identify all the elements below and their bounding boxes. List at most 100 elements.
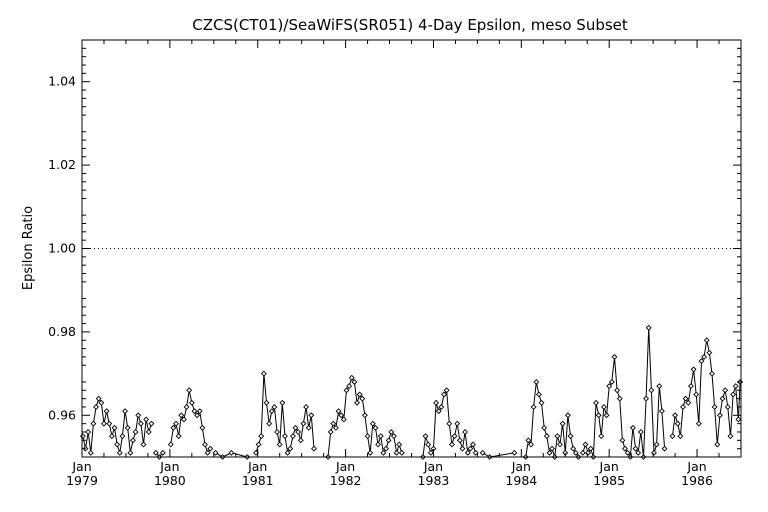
data-point	[570, 445, 577, 452]
data-point	[343, 387, 350, 394]
data-point	[85, 429, 92, 435]
data-point	[284, 449, 291, 456]
data-point	[653, 441, 660, 448]
data-point	[127, 449, 134, 456]
data-point	[351, 379, 358, 385]
data-point	[263, 399, 270, 406]
data-point	[559, 420, 566, 427]
x-tick-year-label: 1982	[330, 473, 362, 488]
data-point	[587, 445, 594, 452]
data-point	[549, 445, 556, 452]
series-line-2	[170, 390, 211, 454]
data-point	[695, 420, 702, 427]
data-point	[194, 412, 201, 419]
data-point	[451, 433, 458, 440]
data-point	[124, 424, 131, 431]
data-point	[98, 399, 105, 406]
data-point	[148, 420, 155, 427]
data-point	[554, 433, 561, 440]
x-tick-year-label: 1986	[681, 473, 713, 488]
data-point	[579, 449, 586, 456]
data-point	[186, 387, 193, 394]
data-point	[606, 383, 613, 390]
data-point	[188, 399, 195, 406]
x-tick-month-label: Jan	[335, 459, 355, 474]
data-point	[511, 449, 518, 456]
data-point	[698, 358, 705, 365]
y-axis-label: Epsilon Ratio	[21, 206, 36, 290]
series-line-8	[525, 381, 579, 458]
data-point	[716, 412, 723, 419]
data-point	[199, 424, 206, 431]
data-point	[530, 404, 537, 410]
y-tick-label: 0.98	[48, 324, 76, 339]
data-point	[178, 412, 185, 419]
data-point	[441, 391, 447, 398]
data-point	[276, 441, 283, 448]
data-point	[454, 420, 461, 427]
x-tick-month-label: Jan	[686, 459, 706, 474]
data-point	[538, 399, 545, 406]
data-point	[658, 408, 665, 415]
data-point	[106, 420, 113, 427]
data-point	[459, 445, 466, 452]
data-point	[632, 445, 639, 452]
data-point	[212, 449, 219, 456]
data-point	[585, 449, 592, 456]
data-point	[137, 420, 144, 427]
data-point	[87, 449, 94, 456]
data-point	[390, 433, 397, 440]
data-point	[722, 387, 729, 394]
data-point	[624, 449, 631, 456]
data-point	[132, 429, 139, 435]
x-tick-month-label: Jan	[159, 459, 179, 474]
data-point	[600, 404, 607, 410]
data-point	[152, 449, 159, 456]
data-point	[446, 420, 453, 427]
x-tick-month-label: Jan	[599, 459, 619, 474]
data-point	[135, 412, 142, 419]
data-point	[340, 416, 347, 423]
data-point	[467, 445, 474, 452]
x-tick-month-label: Jan	[511, 459, 531, 474]
data-point	[300, 420, 307, 427]
data-point	[622, 445, 628, 452]
x-tick-month-label: Jan	[423, 459, 443, 474]
data-point	[709, 370, 715, 377]
x-tick-year-label: 1984	[505, 473, 537, 488]
data-point	[159, 449, 166, 456]
series-line-3	[215, 452, 248, 458]
axis-layer: 0.960.981.001.021.04Jan1979Jan1980Jan198…	[48, 40, 742, 488]
data-point	[377, 433, 384, 440]
x-tick-year-label: 1981	[242, 473, 274, 488]
data-point	[361, 412, 368, 419]
data-point	[101, 420, 107, 427]
data-point	[541, 424, 548, 431]
data-point	[711, 404, 718, 410]
data-point	[348, 374, 355, 381]
x-tick-year-label: 1979	[66, 473, 98, 488]
data-point	[372, 424, 379, 431]
data-layer	[79, 324, 744, 460]
data-point	[258, 433, 265, 440]
data-point	[93, 404, 99, 410]
data-point	[727, 433, 734, 440]
data-point	[572, 449, 579, 456]
y-tick-label: 1.02	[48, 157, 76, 172]
y-tick-label: 1.00	[48, 241, 76, 256]
data-point	[629, 424, 636, 431]
data-point	[207, 445, 214, 452]
data-point	[435, 408, 442, 415]
data-point	[735, 416, 742, 423]
data-point	[608, 379, 615, 385]
data-point	[564, 412, 571, 419]
data-point	[287, 445, 294, 452]
data-point	[330, 420, 337, 427]
data-point	[274, 429, 281, 435]
data-point	[472, 449, 479, 456]
data-point	[543, 433, 550, 440]
data-point	[271, 404, 278, 410]
x-tick-month-label: Jan	[71, 459, 91, 474]
data-point	[167, 441, 174, 448]
data-point	[375, 441, 382, 448]
